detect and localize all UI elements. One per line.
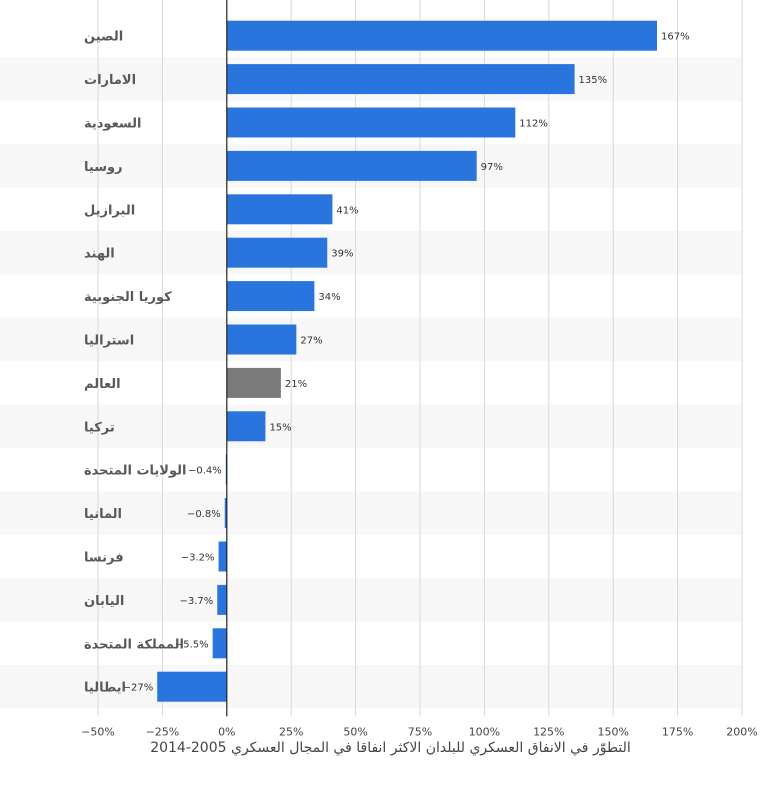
bar: [226, 237, 328, 268]
row-band: [0, 317, 742, 362]
category-label: روسيا: [84, 160, 123, 175]
category-label: المملكة المتحدة: [84, 637, 184, 652]
category-label: العالم: [84, 377, 121, 392]
bar: [217, 584, 227, 615]
bar: [226, 64, 575, 95]
x-tick-label: 50%: [343, 725, 367, 738]
bar: [224, 498, 227, 529]
x-tick-label: 200%: [726, 725, 757, 738]
bar: [226, 281, 315, 312]
category-label: اليابان: [84, 594, 124, 609]
bar: [226, 324, 297, 355]
category-label: الامارات: [84, 73, 136, 88]
bar: [212, 628, 227, 659]
data-label: 41%: [336, 205, 358, 216]
bar: [226, 194, 333, 225]
bar: [226, 20, 657, 51]
category-label: تركيا: [84, 420, 115, 435]
data-label: −3.7%: [179, 596, 213, 607]
data-label: 34%: [318, 292, 340, 303]
x-tick-label: 175%: [662, 725, 693, 738]
data-label: 39%: [331, 249, 353, 260]
bar: [226, 367, 281, 398]
category-label: المانيا: [84, 507, 122, 522]
row-band: [0, 665, 742, 709]
x-tick-label: −25%: [146, 725, 180, 738]
data-label: −27%: [123, 683, 154, 694]
category-label: استراليا: [84, 334, 134, 349]
category-label: الولايات المتحدة: [84, 464, 186, 479]
row-bands: [0, 57, 742, 709]
data-label: 97%: [481, 162, 503, 173]
row-band: [0, 578, 742, 622]
x-tick-label: 0%: [218, 725, 235, 738]
category-label: السعودية: [84, 117, 142, 132]
row-band: [0, 404, 742, 448]
x-tick-label: 100%: [469, 725, 500, 738]
bars: [157, 20, 657, 702]
row-band: [0, 231, 742, 275]
bar: [226, 107, 516, 138]
category-label: الصين: [84, 30, 123, 45]
x-tick-label: 25%: [279, 725, 303, 738]
data-label: 135%: [579, 75, 608, 86]
data-label: −0.8%: [187, 509, 221, 520]
data-label: 167%: [661, 32, 690, 43]
data-label: −3.2%: [181, 553, 215, 564]
x-tick-label: 125%: [533, 725, 564, 738]
chart-caption: التطوّر في الانفاق العسكري للبلدان الاكث…: [150, 740, 631, 756]
bar: [157, 671, 227, 702]
data-label: −0.4%: [188, 466, 222, 477]
data-labels: 167% 135% 112% 97% 41% 39% 34% 27% 21% 15% −0.4% −0…: [123, 32, 690, 694]
x-tick-label: 75%: [408, 725, 432, 738]
data-label: 21%: [285, 379, 307, 390]
row-band: [0, 491, 742, 535]
x-tick-label: −50%: [81, 725, 115, 738]
bar: [218, 541, 227, 572]
category-labels: الصين الامارات السعودية روسيا البرازيل الهند ك…: [84, 30, 186, 696]
category-label: كوريا الجنوبية: [84, 290, 172, 305]
data-label: 112%: [519, 119, 548, 130]
category-label: البرازيل: [84, 203, 135, 218]
bar: [226, 150, 477, 181]
data-label: 27%: [300, 336, 322, 347]
data-label: −5.5%: [175, 639, 209, 650]
x-tick-label: 150%: [597, 725, 628, 738]
category-label: فرنسا: [84, 551, 124, 566]
category-label: ايطاليا: [84, 681, 126, 696]
x-axis-tick-labels: −50% −25% 0% 25% 50% 75% 100% 125% 150% 175% 200%: [81, 725, 758, 738]
bar: [226, 411, 266, 442]
category-label: الهند: [84, 247, 115, 262]
data-label: 15%: [269, 422, 291, 433]
